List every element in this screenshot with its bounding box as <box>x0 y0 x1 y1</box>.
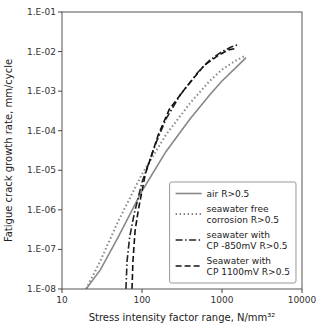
tick-mark <box>58 51 62 52</box>
tick-label: 1.E-01 <box>27 7 56 17</box>
tick-mark <box>58 289 62 290</box>
plot-frame <box>62 12 302 289</box>
legend-entry: air R>0.5 <box>176 189 250 199</box>
legend-label: seawater withCP -850mV R>0.5 <box>207 230 288 251</box>
legend-entry: seawater withCP -850mV R>0.5 <box>176 230 288 251</box>
tick-label: 1.E-05 <box>27 165 56 175</box>
tick-label: 1.E-02 <box>27 47 56 57</box>
x-axis-label: Stress intensity factor range, N/mm³² <box>89 312 276 323</box>
legend-swatch <box>176 265 202 267</box>
y-axis-label: Fatigue crack growth rate, mm/cycle <box>3 59 14 242</box>
chart: 101001000100001.E-081.E-071.E-061.E-051.… <box>0 0 316 331</box>
tick-label: 10000 <box>288 295 316 305</box>
legend-swatch <box>176 193 202 195</box>
legend-entry: seawater freecorrosion R>0.5 <box>176 204 279 225</box>
tick-label: 10 <box>56 295 68 305</box>
tick-label: 1.E-08 <box>27 284 56 294</box>
y-axis: 1.E-08 1.E-07 1.E-06 1.E-05 1.E-04 1.E-03 1.E-… <box>27 7 62 294</box>
legend-entry: Seawater withCP 1100mV R>0.5 <box>176 256 290 277</box>
legend-label: Seawater withCP 1100mV R>0.5 <box>207 256 290 277</box>
tick-mark <box>302 289 303 293</box>
tick-label: 1000 <box>211 295 234 305</box>
tick-mark <box>58 91 62 92</box>
tick-mark <box>58 12 62 13</box>
tick-label: 100 <box>133 295 150 305</box>
tick-label: 1.E-03 <box>27 86 56 96</box>
legend-swatch <box>176 239 202 241</box>
tick-label: 1.E-07 <box>27 244 56 254</box>
legend-label: air R>0.5 <box>207 189 250 199</box>
legend-label: seawater freecorrosion R>0.5 <box>207 204 279 225</box>
tick-mark <box>58 249 62 250</box>
legend: air R>0.5 seawater freecorrosion R>0.5 sea… <box>170 182 296 283</box>
legend-box <box>170 182 296 283</box>
tick-mark <box>62 289 63 293</box>
x-axis: 10 100 1000 10000 <box>56 289 316 305</box>
tick-mark <box>222 289 223 293</box>
tick-label: 1.E-04 <box>27 126 56 136</box>
tick-mark <box>58 130 62 131</box>
tick-mark <box>58 170 62 171</box>
plot-area <box>62 12 302 289</box>
legend-swatch <box>176 213 202 215</box>
tick-mark <box>142 289 143 293</box>
tick-label: 1.E-06 <box>27 205 56 215</box>
tick-mark <box>58 209 62 210</box>
